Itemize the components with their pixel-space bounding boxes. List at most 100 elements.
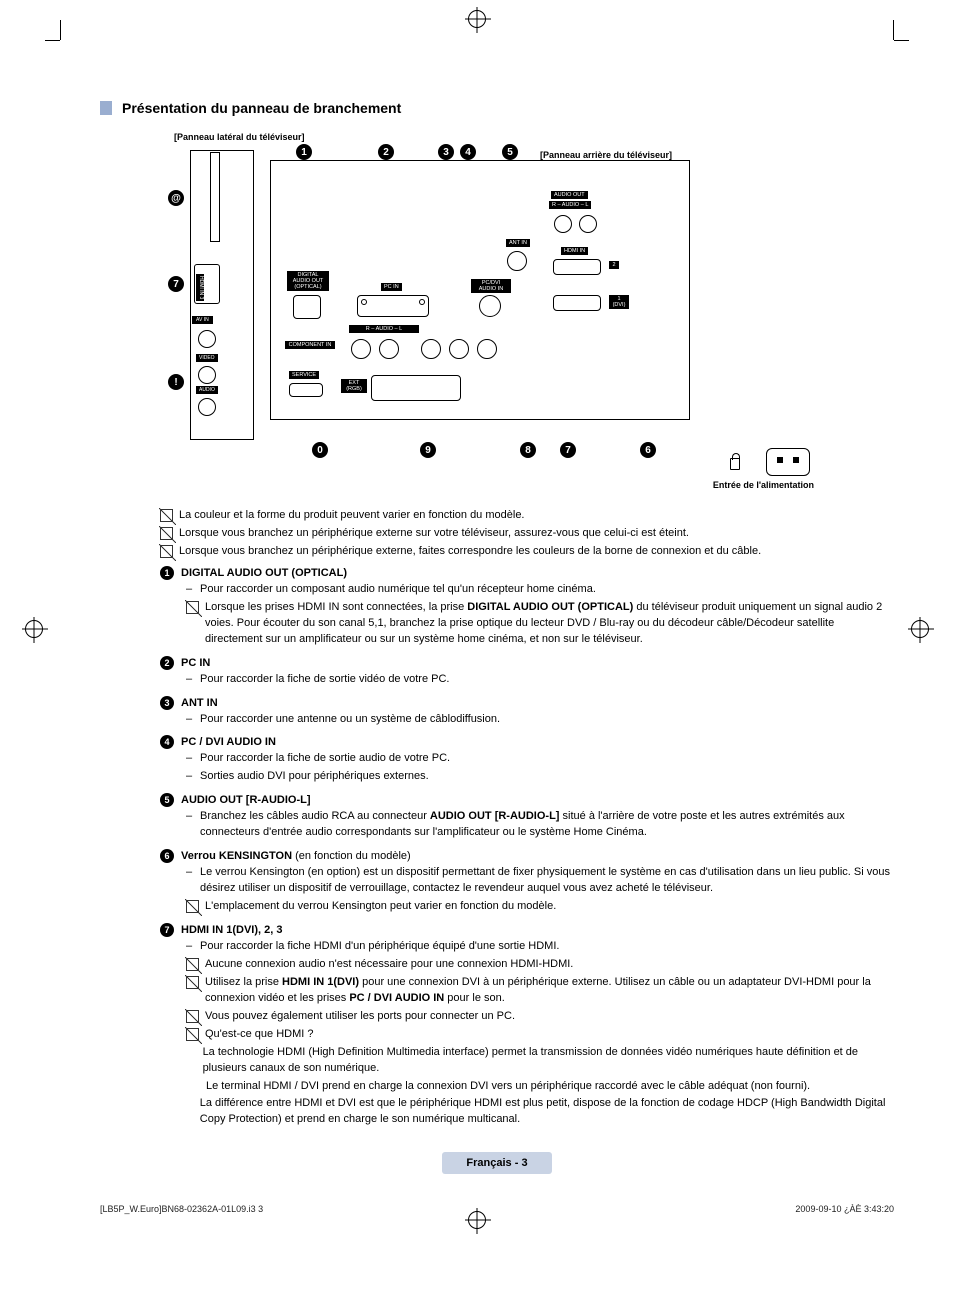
crop-mark — [893, 20, 894, 40]
antin-label: ANT IN — [506, 239, 530, 247]
port-sub-plain: La technologie HDMI (High Definition Mul… — [186, 1045, 894, 1077]
optical-port — [293, 295, 321, 319]
diagram-bullet-3: 3 — [438, 144, 454, 160]
sub-text: Qu'est-ce que HDMI ? — [205, 1027, 313, 1043]
port-title: HDMI IN 1(DVI), 2, 3 — [181, 924, 282, 936]
sub-text: Pour raccorder un composant audio numéri… — [200, 582, 596, 598]
service-port — [289, 383, 323, 397]
diagram-bullet-12: @ — [168, 190, 184, 206]
kensington-lock-icon — [730, 458, 740, 470]
vga-screw — [419, 299, 425, 305]
port-sub-note: Aucune connexion audio n'est nécessaire … — [186, 957, 894, 973]
video-label: VIDEO — [196, 354, 218, 362]
port-item-header: 7HDMI IN 1(DVI), 2, 3 — [160, 923, 894, 937]
port-sub-list: –Pour raccorder un composant audio numér… — [186, 582, 894, 648]
port-sub-dash: –Branchez les câbles audio RCA au connec… — [186, 809, 894, 841]
diagram-bullet-11: ! — [168, 374, 184, 390]
sub-text: La différence entre HDMI et DVI est que … — [200, 1096, 894, 1128]
port-item: 4PC / DVI AUDIO IN –Pour raccorder la fic… — [160, 735, 894, 785]
avin-port — [198, 330, 216, 348]
sub-text: La technologie HDMI (High Definition Mul… — [203, 1045, 894, 1077]
note-text: La couleur et la forme du produit peuven… — [179, 508, 525, 524]
doc-footer-right: 2009-09-10 ¿ÀÈ 3:43:20 — [795, 1204, 894, 1214]
component-label: COMPONENT IN — [285, 341, 335, 349]
port-title: Verrou KENSINGTON (en fonction du modèle… — [181, 850, 411, 862]
audio-out-r-port — [554, 215, 572, 233]
port-item: 7HDMI IN 1(DVI), 2, 3 –Pour raccorder la … — [160, 923, 894, 1128]
port-item-header: 1DIGITAL AUDIO OUT (OPTICAL) — [160, 566, 894, 580]
port-item-header: 3ANT IN — [160, 696, 894, 710]
port-item: 3ANT IN –Pour raccorder une antenne ou un… — [160, 696, 894, 728]
power-input-label: Entrée de l'alimentation — [713, 480, 814, 490]
note-row: Lorsque vous branchez un périphérique ex… — [160, 544, 894, 560]
note-icon — [186, 1010, 199, 1023]
common-interface-slot — [210, 152, 220, 242]
sub-text: Vous pouvez également utiliser les ports… — [205, 1009, 515, 1025]
document-footer: [LB5P_W.Euro]BN68-02362A-01L09.i3 3 2009… — [100, 1204, 894, 1214]
note-row: Lorsque vous branchez un périphérique ex… — [160, 526, 894, 542]
port-title: DIGITAL AUDIO OUT (OPTICAL) — [181, 567, 347, 579]
pcin-label: PC IN — [381, 283, 402, 291]
note-text: Lorsque vous branchez un périphérique ex… — [179, 544, 761, 560]
hdmi2-label: 2 — [609, 261, 619, 269]
note-icon — [160, 545, 173, 558]
dash-icon: – — [186, 672, 200, 688]
port-title: AUDIO OUT [R-AUDIO-L] — [181, 794, 311, 806]
dash-icon: – — [186, 769, 200, 785]
video-port — [198, 366, 216, 384]
port-number-bullet: 3 — [160, 696, 174, 710]
antin-port — [507, 251, 527, 271]
port-sub-dash: –Pour raccorder un composant audio numér… — [186, 582, 894, 598]
page-footer: Français - 3 — [100, 1152, 894, 1174]
dash-icon: – — [186, 809, 200, 825]
port-number-bullet: 5 — [160, 793, 174, 807]
component-audio-l — [379, 339, 399, 359]
sub-text: Aucune connexion audio n'est nécessaire … — [205, 957, 573, 973]
port-sub-list: –Pour raccorder une antenne ou un systèm… — [186, 712, 894, 728]
port-sub-dash: –Pour raccorder la fiche HDMI d'un périp… — [186, 939, 894, 955]
port-sub-dash: –Pour raccorder la fiche de sortie audio… — [186, 751, 894, 767]
port-sub-list: –Pour raccorder la fiche HDMI d'un périp… — [186, 939, 894, 1128]
note-icon — [186, 976, 199, 989]
registration-mark-icon — [468, 1211, 486, 1229]
connection-panel-diagram: [Panneau latéral du téléviseur] [Panneau… — [160, 130, 894, 490]
note-icon — [186, 900, 199, 913]
audio-rl-label2: R – AUDIO – L — [349, 325, 419, 333]
port-number-bullet: 2 — [160, 656, 174, 670]
port-sub-list: –Pour raccorder la fiche de sortie audio… — [186, 751, 894, 785]
diagram-bullet-4: 4 — [460, 144, 476, 160]
sub-text: Pour raccorder la fiche de sortie vidéo … — [200, 672, 449, 688]
registration-mark-icon — [468, 10, 486, 28]
diagram-bullet-9: 9 — [420, 442, 436, 458]
hdmi1dvi-label: 1 (DVI) — [609, 295, 629, 309]
port-sub-note: Utilisez la prise HDMI IN 1(DVI) pour un… — [186, 975, 894, 1007]
rear-panel-box: AUDIO OUT R – AUDIO – L ANT IN HDMI IN 2… — [270, 160, 690, 420]
vga-screw — [361, 299, 367, 305]
crop-mark — [45, 40, 60, 41]
port-title: PC IN — [181, 657, 210, 669]
note-icon — [186, 958, 199, 971]
doc-footer-left: [LB5P_W.Euro]BN68-02362A-01L09.i3 3 — [100, 1204, 263, 1214]
side-panel-label: [Panneau latéral du téléviseur] — [174, 132, 305, 142]
dash-icon: – — [186, 751, 200, 767]
port-sub-note: Qu'est-ce que HDMI ? — [186, 1027, 894, 1043]
diagram-bullet-7b: 7 — [560, 442, 576, 458]
note-text: Lorsque vous branchez un périphérique ex… — [179, 526, 689, 542]
audio-port — [198, 398, 216, 416]
pcdvi-audio-port — [479, 295, 501, 317]
hdmi3-label: HDMI IN 3 — [196, 274, 204, 301]
port-sub-dash: –Pour raccorder la fiche de sortie vidéo… — [186, 672, 894, 688]
component-pr — [421, 339, 441, 359]
diagram-bullet-7a: 7 — [168, 276, 184, 292]
avin-label: AV IN — [192, 316, 213, 324]
crop-mark — [60, 20, 61, 40]
note-icon — [186, 1028, 199, 1041]
registration-mark-icon — [911, 620, 929, 638]
port-item-header: 4PC / DVI AUDIO IN — [160, 735, 894, 749]
sub-text: Pour raccorder la fiche HDMI d'un périph… — [200, 939, 559, 955]
section-bullet-icon — [100, 101, 112, 115]
dash-icon: – — [186, 939, 200, 955]
hdmi1dvi-port — [553, 295, 601, 311]
audio-out-label: AUDIO OUT — [551, 191, 588, 199]
pcin-port — [357, 295, 429, 317]
